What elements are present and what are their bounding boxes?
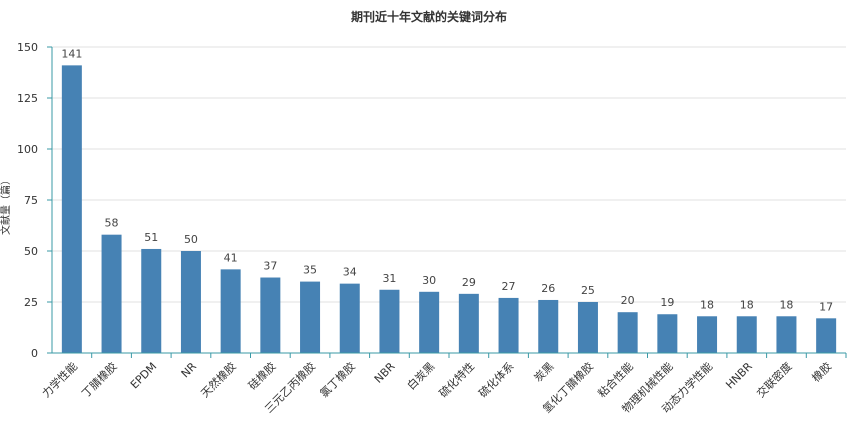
bar: [736, 316, 757, 353]
data-label: 26: [541, 282, 555, 295]
y-axis-label: 文献量（篇）: [0, 175, 12, 235]
x-tick-label: NR: [179, 360, 200, 381]
x-tick-label: 硫化体系: [476, 359, 517, 400]
bar: [498, 297, 519, 353]
x-tick-label: 炭黑: [532, 360, 557, 385]
data-label: 50: [184, 233, 198, 246]
bar: [339, 283, 360, 353]
data-label: 27: [502, 280, 516, 293]
data-label: 25: [581, 284, 595, 297]
bar: [141, 248, 162, 353]
bar: [419, 291, 440, 353]
bar: [538, 299, 559, 353]
bar: [61, 65, 82, 354]
y-tick-label: 150: [17, 41, 38, 54]
y-tick-label: 50: [24, 245, 38, 258]
data-label: 30: [422, 274, 436, 287]
y-tick-label: 0: [31, 347, 38, 360]
x-tick-label: 天然橡胶: [198, 359, 239, 400]
bar: [776, 316, 797, 353]
gridlines: [52, 46, 846, 303]
y-tick-label: 75: [24, 194, 38, 207]
x-tick-label: 硅橡胶: [245, 359, 278, 392]
y-tick-label: 125: [17, 92, 38, 105]
data-label: 31: [382, 272, 396, 285]
x-tick-label: 橡胶: [809, 359, 834, 384]
bar: [697, 316, 718, 353]
axes: [47, 46, 847, 358]
bars: [61, 65, 837, 354]
data-label: 34: [343, 266, 357, 279]
bar: [816, 318, 837, 353]
bar: [101, 234, 122, 353]
x-tick-label: 白炭黑: [404, 359, 437, 392]
x-tick-label: 粘合性能: [595, 359, 636, 400]
data-label: 20: [621, 294, 635, 307]
x-tick-label: NBR: [372, 360, 398, 386]
data-label: 18: [779, 298, 793, 311]
bar: [260, 277, 281, 353]
data-label: 17: [819, 300, 833, 313]
data-label: 58: [105, 217, 119, 230]
x-tick-label: 氯丁橡胶: [317, 359, 358, 400]
y-tick-label: 25: [24, 296, 38, 309]
x-tick-label: HNBR: [723, 360, 755, 392]
bar: [220, 269, 241, 353]
bar: [379, 289, 400, 353]
data-label: 41: [224, 251, 238, 264]
bar: [180, 251, 201, 353]
x-tick-label: 力学性能: [39, 359, 80, 400]
data-label: 51: [144, 231, 158, 244]
data-label: 19: [660, 296, 674, 309]
x-tick-label: 丁腈橡胶: [79, 359, 120, 400]
data-label: 35: [303, 264, 317, 277]
y-tick-label: 100: [17, 143, 38, 156]
labels: 0 25 50 75 100 125 150 141 力学性能 58 丁腈橡胶 51 EPDM 50 NR 4…: [17, 41, 834, 416]
bar: [300, 281, 321, 353]
bar: [617, 312, 638, 353]
data-label: 141: [61, 47, 82, 60]
data-label: 29: [462, 276, 476, 289]
bar: [657, 314, 678, 353]
x-tick-label: 硫化特性: [436, 359, 477, 400]
x-tick-label: EPDM: [128, 360, 159, 391]
data-label: 18: [740, 298, 754, 311]
x-tick-label: 交联密度: [754, 359, 795, 400]
data-label: 18: [700, 298, 714, 311]
chart-title: 期刊近十年文献的关键词分布: [351, 9, 507, 24]
data-label: 37: [263, 260, 277, 273]
bar: [577, 302, 598, 353]
bar: [458, 293, 479, 353]
